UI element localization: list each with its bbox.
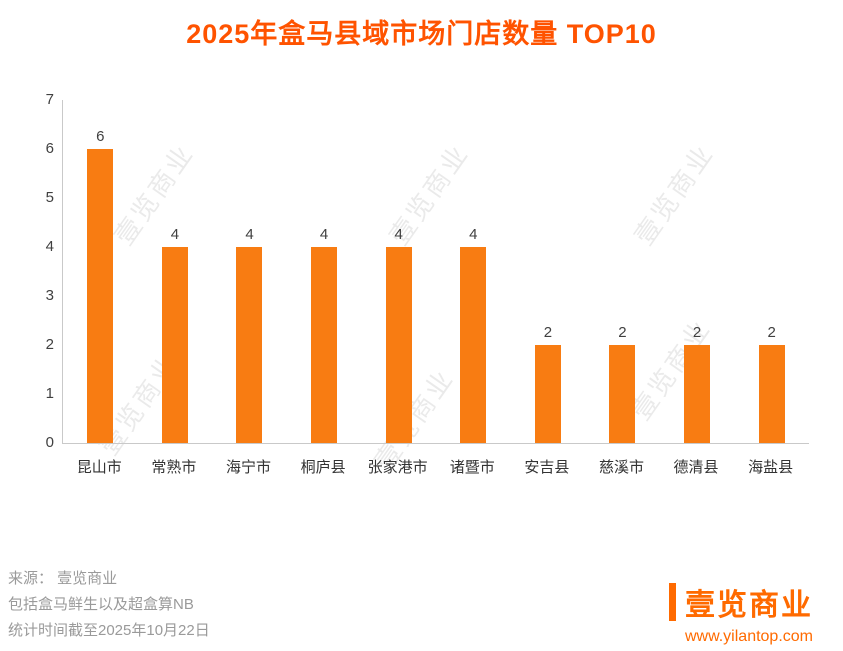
y-axis-tick-label: 2 xyxy=(45,336,54,353)
category-labels: 昆山市 常熟市 海宁市 桐庐县 张家港市 诸暨市 安吉县 慈溪市 德清县 海盐县 xyxy=(62,456,808,477)
bar-slot: 4 xyxy=(436,100,511,443)
bar-slot: 2 xyxy=(585,100,660,443)
bar-value-label: 4 xyxy=(319,226,329,243)
bar-value-label: 2 xyxy=(692,324,702,341)
bar xyxy=(87,149,114,443)
y-axis-tick-label: 4 xyxy=(45,238,54,255)
bar xyxy=(609,345,636,443)
bar xyxy=(534,345,561,443)
date-note: 统计时间截至2025年10月22日 xyxy=(8,622,210,639)
brand-block: 壹览商业 www.yilantop.com xyxy=(669,580,813,646)
brand-logo: 壹览商业 xyxy=(685,589,813,622)
scope-note: 包括盒马鲜生以及超盒算NB xyxy=(8,596,194,613)
bar-value-label: 4 xyxy=(245,226,254,243)
bar-slot: 2 xyxy=(511,100,586,443)
bar-slot: 4 xyxy=(287,100,362,443)
y-axis-tick-label: 6 xyxy=(45,140,54,157)
category-label: 张家港市 xyxy=(367,459,428,476)
bar xyxy=(385,247,412,443)
bar-slot: 4 xyxy=(138,100,213,443)
y-axis-tick-label: 3 xyxy=(45,287,54,304)
plot-area: 6 4 4 4 4 4 2 2 2 2 xyxy=(62,100,809,444)
bar xyxy=(236,247,263,443)
source-note: 来源： 壹览商业 xyxy=(8,570,118,587)
bar-slot: 2 xyxy=(660,100,735,443)
category-label: 昆山市 xyxy=(76,459,122,476)
bar-value-label: 4 xyxy=(469,226,478,243)
category-label: 诸暨市 xyxy=(449,459,495,476)
category-label: 常熟市 xyxy=(151,459,197,476)
footer-notes: 来源： 壹览商业 包括盒马鲜生以及超盒算NB 统计时间截至2025年10月22日 xyxy=(8,566,210,644)
bar-value-label: 2 xyxy=(618,324,627,341)
chart-title: 2025年盒马县域市场门店数量 TOP10 xyxy=(186,19,657,49)
y-axis-tick-label: 5 xyxy=(45,189,54,206)
bar-value-label: 4 xyxy=(170,226,180,243)
category-label: 慈溪市 xyxy=(598,459,644,476)
bar-value-label: 2 xyxy=(543,324,553,341)
category-label: 海宁市 xyxy=(225,459,271,476)
category-label: 海盐县 xyxy=(748,459,794,476)
bars: 6 4 4 4 4 4 2 2 2 2 xyxy=(63,100,809,443)
bar xyxy=(161,247,188,443)
bar-value-label: 4 xyxy=(394,226,403,243)
bar xyxy=(460,247,487,443)
y-axis-tick-label: 7 xyxy=(45,91,54,108)
bar-slot: 4 xyxy=(361,100,436,443)
bar-value-label: 6 xyxy=(96,128,105,145)
bar xyxy=(758,345,785,443)
bar-slot: 4 xyxy=(212,100,287,443)
bar xyxy=(311,247,338,443)
category-label: 安吉县 xyxy=(524,459,570,476)
brand-accent-bar xyxy=(669,583,676,621)
category-label: 德清县 xyxy=(673,459,719,476)
bar-slot: 2 xyxy=(734,100,809,443)
bar-slot: 6 xyxy=(63,100,138,443)
bar xyxy=(684,345,711,443)
brand-website: www.yilantop.com xyxy=(684,628,813,645)
bar-value-label: 2 xyxy=(767,324,776,341)
y-axis-tick-label: 1 xyxy=(45,385,54,402)
y-axis-tick-label: 0 xyxy=(45,434,54,451)
category-label: 桐庐县 xyxy=(300,459,346,476)
